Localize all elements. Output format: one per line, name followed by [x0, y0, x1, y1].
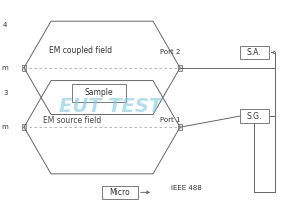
Text: S.G.: S.G. — [247, 112, 262, 121]
Text: 4: 4 — [3, 22, 8, 28]
Bar — [240, 46, 268, 59]
Bar — [102, 186, 138, 199]
Text: m: m — [2, 124, 8, 130]
Bar — [240, 109, 268, 123]
Text: IEEE 488: IEEE 488 — [171, 185, 201, 191]
Text: EM source field: EM source field — [43, 116, 101, 125]
Text: S.A.: S.A. — [247, 48, 262, 57]
Text: EUT TEST: EUT TEST — [59, 96, 163, 116]
Text: 3: 3 — [3, 90, 8, 96]
Text: Micro: Micro — [110, 188, 130, 197]
Text: Sample: Sample — [85, 88, 113, 97]
Text: Port 2: Port 2 — [160, 49, 181, 55]
Bar — [72, 84, 126, 102]
Bar — [178, 65, 182, 71]
Bar — [178, 124, 182, 130]
Text: m: m — [2, 65, 8, 71]
Text: EM coupled field: EM coupled field — [50, 46, 112, 55]
Bar — [22, 124, 26, 130]
Bar — [22, 65, 26, 71]
Text: Port 1: Port 1 — [160, 117, 181, 123]
